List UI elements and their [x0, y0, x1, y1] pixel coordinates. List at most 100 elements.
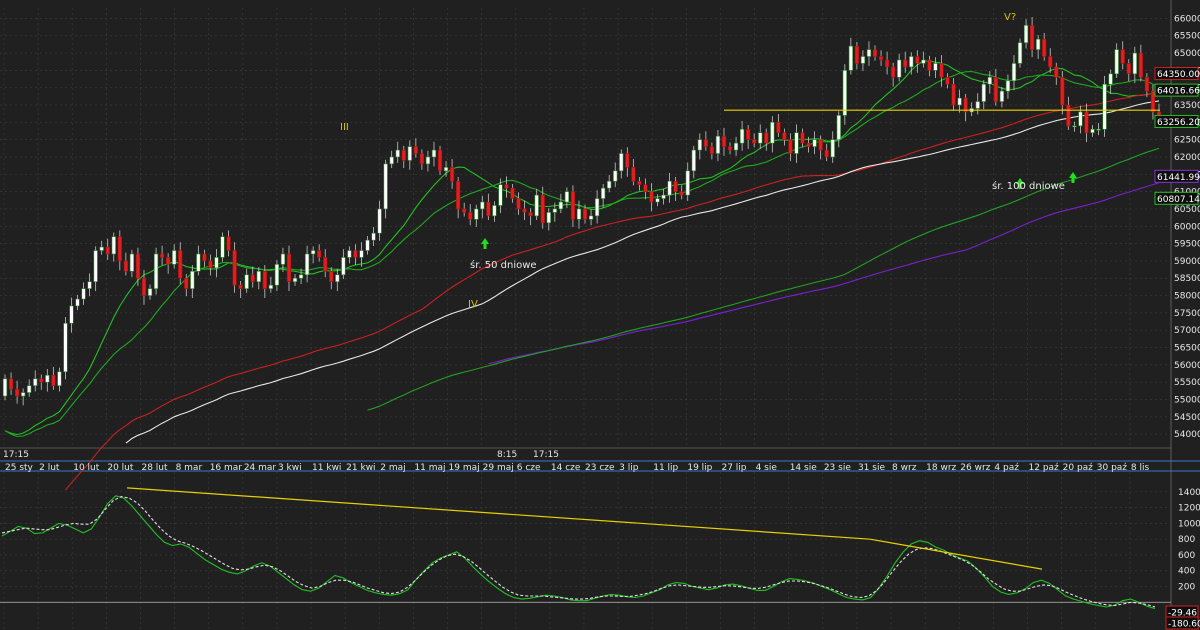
candle-body [655, 198, 660, 203]
candle [220, 232, 225, 262]
candle [419, 149, 425, 170]
candle [800, 128, 805, 148]
candle [262, 265, 267, 298]
x-tick-label: 6 cze [517, 463, 541, 473]
candle [625, 147, 630, 177]
y-tick-label: 56500 [1174, 344, 1200, 354]
candle-body [661, 194, 666, 199]
candle [27, 379, 32, 397]
candle [558, 193, 563, 214]
osc-y-tick-label: 600 [1178, 551, 1195, 561]
candle-body [582, 208, 588, 220]
y-tick-label: 65500 [1174, 32, 1200, 42]
candle-body [788, 139, 793, 154]
candle [232, 242, 237, 293]
x-tick-label: 31 sie [858, 463, 886, 473]
y-tick-label: 59500 [1174, 240, 1200, 250]
x-tick-label: 20 paź [1063, 463, 1094, 473]
candle [1072, 121, 1077, 132]
osc-y-tick-label: 200 [1178, 583, 1195, 593]
candle [655, 194, 660, 207]
candle-body [746, 128, 751, 140]
candle-body [552, 208, 557, 213]
candle-body [93, 250, 98, 283]
candle [721, 127, 727, 156]
oscillator-series-line [1, 495, 1156, 610]
candle-body [957, 97, 962, 106]
candle-body [764, 132, 769, 144]
x-tick-label: 8 lis [1131, 463, 1150, 473]
candle-body [238, 284, 243, 289]
candle [395, 141, 400, 163]
osc-y-tick-label: 800 [1178, 535, 1195, 545]
candle-body [945, 76, 950, 85]
candle [1048, 48, 1053, 73]
y-tick-label: 58500 [1174, 274, 1200, 284]
candle [280, 247, 286, 272]
candle [685, 162, 690, 201]
candle-body [480, 201, 485, 210]
candle [679, 185, 684, 200]
candle-body [14, 388, 20, 397]
candle [2, 374, 8, 401]
candle-body [588, 215, 594, 220]
y-tick-label: 65000 [1174, 49, 1200, 59]
candle [1144, 73, 1150, 98]
candle-body [468, 212, 473, 220]
divergence-trendline[interactable] [126, 487, 871, 540]
x-tick-label: 2 maj [380, 463, 405, 473]
candle [619, 149, 624, 179]
candle-body [498, 184, 503, 206]
candle-body [1096, 128, 1101, 131]
candle-body [576, 208, 582, 220]
annotations: III IV V? śr. 50 dniowe śr. 100 dniowe [340, 12, 1065, 310]
x-tick-label: 19 maj [449, 463, 480, 473]
candle-body [800, 132, 805, 144]
divergence-trendline[interactable] [869, 538, 1043, 570]
candle [1054, 62, 1059, 85]
candle-body [317, 250, 322, 258]
candle [945, 73, 950, 89]
y-tick-label: 62500 [1174, 136, 1200, 146]
price-label-text: 63256.20 [1157, 118, 1200, 128]
candle-body [981, 83, 986, 102]
y-tick-label: 56000 [1174, 361, 1200, 371]
candle [14, 380, 20, 404]
y-tick-label: 54000 [1174, 430, 1200, 440]
oscillator-series-line [1, 496, 1156, 608]
candle-body [117, 236, 122, 262]
candle [552, 202, 557, 222]
candle [637, 177, 642, 191]
candle [389, 150, 394, 169]
candle [878, 50, 884, 66]
candle [492, 201, 497, 222]
candle-body [679, 191, 684, 196]
osc-value-text: -180.60 [1168, 620, 1200, 630]
candle [703, 131, 708, 151]
x-tick-label: 3 lip [619, 463, 639, 473]
candle [673, 177, 678, 201]
candle [601, 184, 606, 208]
price-label: 63256.20 [1154, 114, 1200, 128]
candle [105, 238, 110, 260]
candle-body [298, 274, 304, 279]
candle [951, 77, 956, 111]
candle-body [419, 153, 425, 165]
candle-body [347, 250, 352, 258]
candle [1060, 71, 1065, 115]
candle [437, 145, 443, 175]
price-label-box [1154, 169, 1199, 183]
chart-annotation: śr. 50 dniowe [470, 259, 537, 271]
candle [661, 188, 666, 205]
candle-body [75, 298, 80, 307]
x-tick-label: 18 wrz [926, 463, 956, 473]
candle [371, 226, 376, 247]
date-axis-ticks: 25 sty 2 lut 10 lut 20 lut 28 lut 8 mar 16 mar… [3, 450, 1149, 473]
candle-body [105, 246, 110, 255]
candle [190, 265, 195, 298]
candle-body [1036, 38, 1041, 50]
candle [292, 274, 298, 286]
candle [238, 281, 243, 298]
candle [431, 141, 437, 167]
